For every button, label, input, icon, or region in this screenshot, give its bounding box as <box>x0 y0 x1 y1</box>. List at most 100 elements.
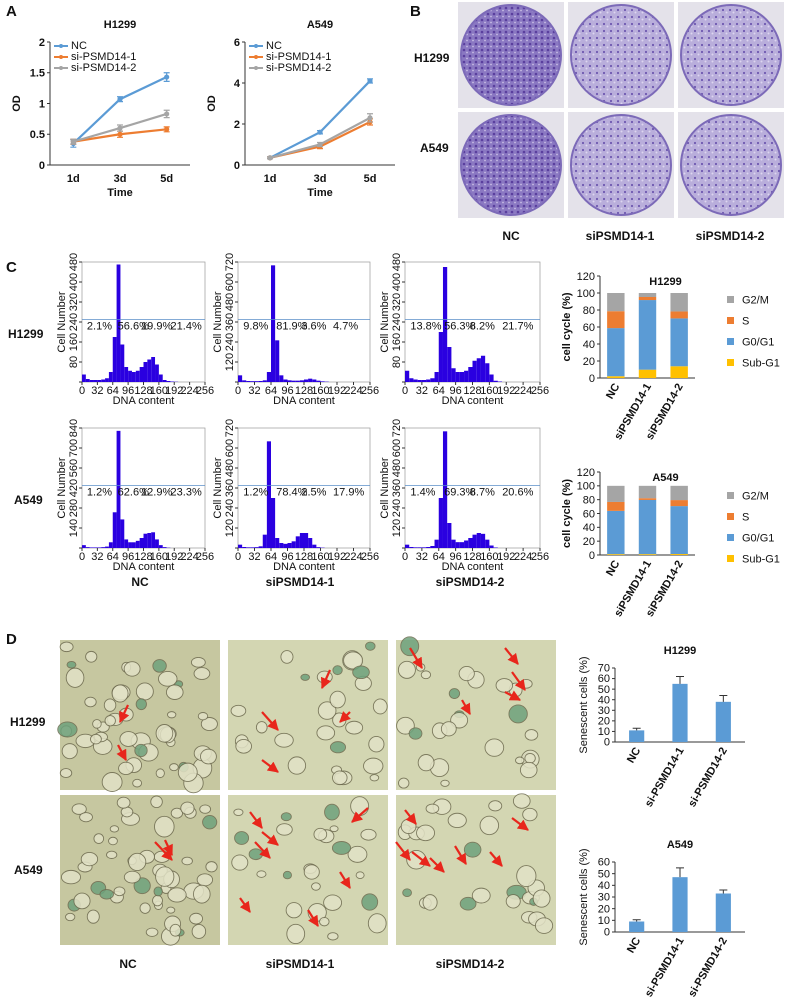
cell <box>532 889 551 908</box>
point <box>267 155 273 161</box>
legend-swatch <box>59 55 63 59</box>
arrow <box>261 711 279 731</box>
histogram-bar <box>476 358 481 382</box>
x-tick-label: 0 <box>235 385 241 397</box>
y-tick-label: 120 <box>224 353 236 371</box>
cell <box>193 884 211 904</box>
histogram-bar <box>493 547 498 548</box>
cell <box>169 763 179 772</box>
cell <box>425 803 440 814</box>
histogram-bar <box>283 543 288 548</box>
y-tick-label: 20 <box>583 356 595 368</box>
column-label: NC <box>119 957 137 971</box>
cell <box>234 831 250 845</box>
cell <box>360 828 377 841</box>
cell <box>193 667 211 680</box>
histogram-bar <box>139 367 144 382</box>
bar-segment <box>638 296 657 301</box>
cell <box>363 757 384 775</box>
cell <box>104 715 116 727</box>
legend-swatch <box>727 513 734 520</box>
y-tick-label: 0.5 <box>30 129 45 141</box>
cell <box>440 721 457 737</box>
cell <box>116 796 131 809</box>
histogram-bar <box>124 367 129 382</box>
cell <box>111 684 129 703</box>
histogram-bar <box>438 332 443 382</box>
y-tick-label: 400 <box>391 273 403 291</box>
cell <box>180 801 195 815</box>
arrow <box>116 744 127 761</box>
point <box>117 96 123 102</box>
bar-segment <box>607 328 625 377</box>
y-tick-label: 240 <box>224 499 236 517</box>
y-tick-label: 320 <box>68 293 80 311</box>
cell <box>458 665 475 682</box>
cell <box>524 729 539 741</box>
y-tick-label: 0 <box>39 160 45 172</box>
point <box>117 125 123 131</box>
cell <box>167 711 177 719</box>
x-tick-label: 32 <box>248 385 260 397</box>
y-tick-label: 10 <box>598 915 610 927</box>
cell <box>495 678 514 693</box>
cell <box>329 690 346 709</box>
legend-label: NC <box>71 40 87 52</box>
y-tick-label: 480 <box>224 293 236 311</box>
point <box>70 139 76 145</box>
x-tick-label: 64 <box>107 385 119 397</box>
cell <box>199 804 212 814</box>
histogram-bar <box>170 381 175 382</box>
x-tick-label: 256 <box>196 385 214 397</box>
legend-swatch <box>59 66 63 70</box>
y-tick-label: 600 <box>224 273 236 291</box>
arrow <box>429 857 445 873</box>
y-tick-label: 0 <box>604 927 610 939</box>
gate-percentage: 8.2% <box>470 321 495 333</box>
x-tick-label: 160 <box>150 385 168 397</box>
x-tick-label: 96 <box>281 551 293 563</box>
x-tick-label: 96 <box>122 385 134 397</box>
bar-segment <box>607 501 625 511</box>
histogram-bar <box>447 523 452 548</box>
point <box>367 115 373 121</box>
cell <box>135 698 147 711</box>
plate-colonies <box>680 114 782 216</box>
histogram-bar <box>155 364 159 382</box>
cell <box>135 682 154 701</box>
cell <box>347 845 368 863</box>
cell <box>86 909 100 924</box>
x-tick-label: 3d <box>114 173 127 185</box>
arrow <box>339 871 351 889</box>
histogram-bar <box>166 381 171 382</box>
x-tick-label: 64 <box>433 385 445 397</box>
y-tick-label: 80 <box>583 305 595 317</box>
plate-colonies <box>570 4 672 106</box>
histogram-bar <box>409 378 414 382</box>
histogram-bar <box>447 347 452 382</box>
y-tick-label: 40 <box>583 522 595 534</box>
x-tick-label: 192 <box>328 385 346 397</box>
x-tick-label: NC <box>604 558 622 578</box>
x-tick-label: 224 <box>180 385 198 397</box>
x-axis-label: Time <box>307 187 332 199</box>
histogram-bar <box>155 539 159 548</box>
gate-percentage: 2.5% <box>301 487 326 499</box>
cell <box>255 721 268 734</box>
histogram-bar <box>246 547 251 548</box>
cell <box>286 923 306 945</box>
cell <box>139 902 151 914</box>
legend-swatch <box>59 44 63 48</box>
y-tick-label: 40 <box>583 339 595 351</box>
arrow <box>460 699 471 715</box>
histogram-bar <box>455 542 460 548</box>
cell <box>332 770 348 786</box>
histogram-bar <box>250 547 255 548</box>
y-tick-label: 120 <box>391 519 403 537</box>
histogram-bar <box>158 374 163 382</box>
arrow <box>409 647 423 669</box>
legend-label: G0/G1 <box>742 337 774 349</box>
y-tick-label: 60 <box>598 673 610 685</box>
y-tick-label: 840 <box>68 419 80 437</box>
histogram-bar <box>459 372 465 382</box>
